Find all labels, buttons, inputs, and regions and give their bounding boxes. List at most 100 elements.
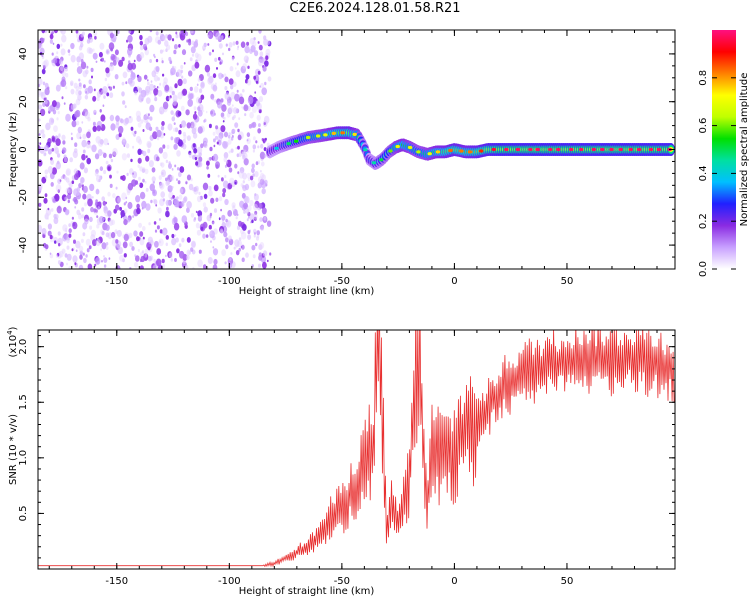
heatmap-noise-cell <box>50 196 53 200</box>
heatmap-noise-cell <box>171 90 175 96</box>
heatmap-ridge-peak <box>459 149 464 153</box>
heatmap-ridge-peak <box>568 147 574 152</box>
snr-xtick-label: -150 <box>105 576 128 587</box>
heatmap-noise-cell <box>157 39 162 45</box>
heatmap-noise-cell <box>114 49 119 56</box>
heatmap-noise-cell <box>135 110 141 118</box>
heatmap-noise-cell <box>225 218 228 223</box>
heatmap-noise-cell <box>262 250 268 257</box>
heatmap-noise-cell <box>236 213 239 217</box>
heatmap-noise-cell <box>266 259 269 263</box>
heatmap-noise-cell <box>180 201 185 208</box>
heatmap-noise-cell <box>140 255 145 263</box>
heatmap-noise-cell <box>237 134 242 141</box>
heatmap-noise-cell <box>173 216 178 224</box>
heatmap-noise-cell <box>200 143 204 149</box>
heatmap-noise-cell <box>258 203 263 209</box>
heatmap-noise-cell <box>251 105 257 113</box>
heatmap-noise-cell <box>147 236 153 244</box>
heatmap-noise-cell <box>246 139 249 142</box>
heatmap-noise-cell <box>238 96 245 105</box>
heatmap-noise-cell <box>224 174 227 179</box>
heatmap-noise-cell <box>105 160 109 165</box>
heatmap-noise-cell <box>82 232 86 237</box>
heatmap-noise-cell <box>227 262 233 269</box>
heatmap-noise-cell <box>191 187 195 192</box>
heatmap-noise-cell <box>127 47 133 56</box>
heatmap-noise-cell <box>220 35 224 40</box>
heatmap-noise-cell <box>235 244 238 249</box>
heatmap-noise-cell <box>229 66 234 72</box>
heatmap-noise-cell <box>260 172 265 179</box>
heatmap-noise-cell <box>193 86 199 93</box>
heatmap-noise-cell <box>101 259 103 263</box>
heatmap-ridge-peak <box>491 147 496 152</box>
heatmap-noise-cell <box>135 195 141 203</box>
heatmap-noise-cell <box>183 62 186 65</box>
heatmap-noise-cell <box>122 137 126 143</box>
heatmap-noise-cell <box>115 115 120 122</box>
heatmap-noise-cell <box>223 152 229 159</box>
heatmap-noise-cell <box>249 49 253 54</box>
heatmap-noise-cell <box>232 81 237 87</box>
heatmap-noise-cell <box>160 191 165 198</box>
heatmap-noise-cell <box>246 79 252 86</box>
heatmap-noise-cell <box>258 244 263 251</box>
heatmap-noise-cell <box>163 77 168 84</box>
colorbar-tick-label: 0.2 <box>698 213 709 229</box>
snr-series-line <box>38 330 675 568</box>
heatmap-noise-cell <box>42 81 46 86</box>
heatmap-noise-cell <box>56 117 59 121</box>
heatmap-noise-cell <box>82 133 87 140</box>
heatmap-noise-cell <box>252 40 257 47</box>
heatmap-noise-cell <box>170 175 175 182</box>
heatmap-noise-cell <box>138 222 143 228</box>
heatmap-noise-cell <box>104 211 108 217</box>
heatmap-noise-cell <box>224 261 227 265</box>
heatmap-noise-cell <box>155 204 158 207</box>
heatmap-noise-cell <box>153 258 156 263</box>
heatmap-ridge-peak <box>363 148 368 152</box>
heatmap-noise-cell <box>41 54 44 57</box>
heatmap-noise-cell <box>228 106 234 114</box>
heatmap-noise-cell <box>207 173 211 178</box>
heatmap-noise-cell <box>136 207 141 215</box>
heatmap-ridge-peak <box>305 135 311 140</box>
heatmap-noise-cell <box>109 114 115 122</box>
heatmap-noise-cell <box>176 196 179 200</box>
heatmap-noise-cell <box>92 239 97 247</box>
heatmap-noise-cell <box>213 258 218 265</box>
heatmap-noise-cell <box>256 230 261 236</box>
heatmap-noise-cell <box>203 206 208 213</box>
heatmap-noise-cell <box>267 76 272 82</box>
heatmap-noise-cell <box>258 254 263 261</box>
heatmap-noise-cell <box>86 39 91 44</box>
heatmap-ridge-peak <box>323 133 328 137</box>
heatmap-noise-cell <box>80 61 87 70</box>
heatmap-noise-cell <box>158 175 162 180</box>
heatmap-noise-cell <box>51 59 54 64</box>
heatmap-noise-cell <box>121 192 127 201</box>
heatmap-noise-cell <box>161 258 165 264</box>
heatmap-noise-cell <box>194 61 200 69</box>
heatmap-noise-cell <box>141 168 145 173</box>
heatmap-noise-cell <box>141 250 145 254</box>
snr-ytick-label: 2.0 <box>18 339 29 355</box>
heatmap-noise-cell <box>65 113 71 122</box>
heatmap-noise-cell <box>75 240 81 249</box>
heatmap-noise-cell <box>165 235 169 240</box>
heatmap-noise-cell <box>63 235 67 239</box>
heatmap-noise-cell <box>102 104 105 107</box>
heatmap-noise-cell <box>70 137 74 141</box>
heatmap-noise-cell <box>212 49 214 53</box>
heatmap-noise-cell <box>75 120 80 126</box>
heatmap-noise-cell <box>185 254 190 261</box>
heatmap-noise-cell <box>240 41 246 48</box>
heatmap-noise-cell <box>170 136 174 141</box>
heatmap-noise-cell <box>235 67 237 70</box>
heatmap-noise-cell <box>49 39 54 44</box>
heatmap-noise-cell <box>137 148 142 155</box>
heatmap-noise-cell <box>218 43 223 49</box>
heatmap-noise-cell <box>100 248 103 251</box>
heatmap-noise-cell <box>263 147 267 152</box>
